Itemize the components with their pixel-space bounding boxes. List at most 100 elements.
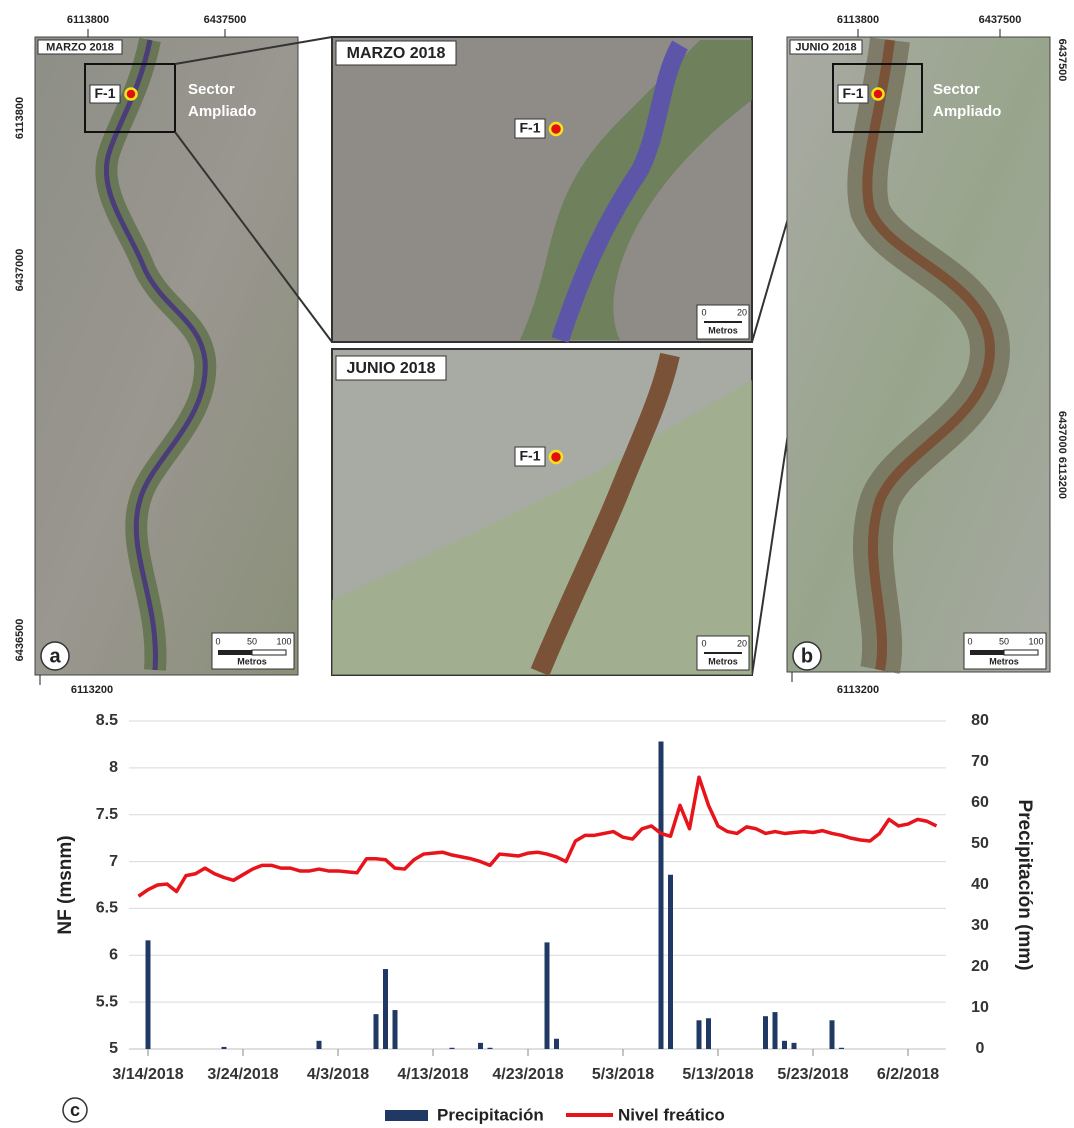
x-tick-label: 4/3/2018 <box>307 1066 369 1083</box>
sector-label: Sector <box>933 81 980 98</box>
y2-axis-title: Precipitación (mm) <box>1014 799 1035 970</box>
inset-date: JUNIO 2018 <box>347 360 436 377</box>
panel-label: a <box>49 645 61 667</box>
x-tick-label: 5/23/2018 <box>777 1066 848 1083</box>
y-tick-label: 8 <box>109 759 118 776</box>
y-tick-label: 6 <box>109 947 118 964</box>
coord-label: 6113800 <box>67 14 109 26</box>
coord-label: 6437500 <box>979 14 1022 26</box>
y-tick-label: 6.5 <box>96 900 118 917</box>
y2-tick-label: 80 <box>971 712 989 729</box>
coord-label: 6113800 <box>14 97 26 139</box>
coord-label: 6113200 <box>837 684 879 696</box>
bar <box>221 1046 227 1049</box>
y-tick-label: 5 <box>109 1040 118 1057</box>
line <box>137 775 938 898</box>
scale-label: 50 <box>999 636 1009 646</box>
bar <box>658 741 664 1049</box>
scale-unit: Metros <box>708 656 738 666</box>
y-axis-title: NF (msnm) <box>55 835 76 934</box>
bar <box>554 1038 559 1049</box>
coord-label: 6436500 <box>14 619 26 662</box>
bar <box>791 1042 797 1049</box>
sector-label: Ampliado <box>933 103 1001 120</box>
point-marker <box>548 449 564 465</box>
x-tick-label: 6/2/2018 <box>877 1066 939 1083</box>
y-tick-label: 5.5 <box>96 993 118 1010</box>
x-tick-label: 4/23/2018 <box>492 1066 563 1083</box>
y-tick-label: 8.5 <box>96 712 118 729</box>
x-tick-label: 5/13/2018 <box>682 1066 753 1083</box>
scale-label: 20 <box>737 307 747 317</box>
scale-label: 100 <box>276 636 291 646</box>
scale-unit: Metros <box>237 656 267 666</box>
bar <box>145 940 151 1049</box>
bar <box>668 874 673 1049</box>
inset-march: MARZO 2018 F-1 0 20 Metros <box>331 36 753 343</box>
coord-label: 6113800 <box>837 14 879 26</box>
inset-june: JUNIO 2018 F-1 0 20 Metros <box>331 348 753 676</box>
bar <box>316 1040 322 1049</box>
scale-label: 100 <box>1028 636 1043 646</box>
scale-unit: Metros <box>708 325 738 335</box>
scale-label: 0 <box>215 636 220 646</box>
scale-label: 20 <box>737 638 747 648</box>
bar <box>478 1042 483 1049</box>
bar <box>772 1012 778 1049</box>
x-tick-label: 5/3/2018 <box>592 1066 654 1083</box>
y2-tick-label: 70 <box>971 753 989 770</box>
y2-tick-label: 20 <box>971 958 989 975</box>
bar <box>373 1014 379 1049</box>
bar <box>544 942 550 1049</box>
y2-tick-label: 30 <box>971 917 989 934</box>
legend-label: Precipitación <box>437 1105 544 1124</box>
bar <box>696 1020 702 1049</box>
y-tick-label: 7 <box>109 853 118 870</box>
point-marker <box>548 121 564 137</box>
bar <box>706 1018 711 1049</box>
panel-label: b <box>801 645 813 667</box>
y2-tick-label: 50 <box>971 835 989 852</box>
scale-label: 50 <box>247 636 257 646</box>
point-marker <box>871 87 885 101</box>
point-label: F-1 <box>520 120 541 136</box>
bar <box>383 969 388 1049</box>
legend-swatch <box>385 1110 428 1121</box>
bar <box>839 1047 844 1049</box>
inset-date: MARZO 2018 <box>347 45 446 62</box>
scale-label: 0 <box>967 636 972 646</box>
x-tick-label: 4/13/2018 <box>397 1066 468 1083</box>
y2-tick-label: 10 <box>971 999 989 1016</box>
panel-date: MARZO 2018 <box>46 41 114 53</box>
bar <box>782 1040 787 1049</box>
scale-label: 0 <box>701 307 706 317</box>
point-label: F-1 <box>843 85 864 101</box>
sector-label: Ampliado <box>188 103 256 120</box>
map-panel-a: MARZO 2018 F-1 Sector Ampliado 6113800 6… <box>14 14 299 696</box>
sector-label: Sector <box>188 81 235 98</box>
coord-label: 6437500 <box>204 14 247 26</box>
bar <box>487 1047 493 1049</box>
y2-tick-label: 60 <box>971 794 989 811</box>
panel-date: JUNIO 2018 <box>795 41 856 53</box>
coord-label: 6437500 <box>1056 39 1068 82</box>
point-label: F-1 <box>95 85 116 101</box>
x-tick-label: 3/14/2018 <box>112 1066 183 1083</box>
point-label: F-1 <box>520 448 541 464</box>
y2-tick-label: 40 <box>971 876 989 893</box>
legend-label: Nivel freático <box>618 1105 725 1124</box>
panel-label: c <box>70 1100 80 1120</box>
y-tick-label: 7.5 <box>96 806 118 823</box>
bar <box>392 1010 398 1049</box>
bar <box>829 1020 835 1049</box>
scale-unit: Metros <box>989 656 1019 666</box>
coord-label: 6113200 <box>71 684 113 696</box>
point-marker <box>124 87 138 101</box>
bar <box>763 1016 768 1049</box>
coord-label: 6437000 <box>14 249 26 292</box>
chart: NF (msnm) Precipitación (mm) c 5 5.5 6 6.5 7… <box>55 712 1035 1124</box>
bar <box>449 1047 455 1049</box>
x-tick-label: 3/24/2018 <box>207 1066 278 1083</box>
coord-label: 6437000 6113200 <box>1056 411 1068 499</box>
